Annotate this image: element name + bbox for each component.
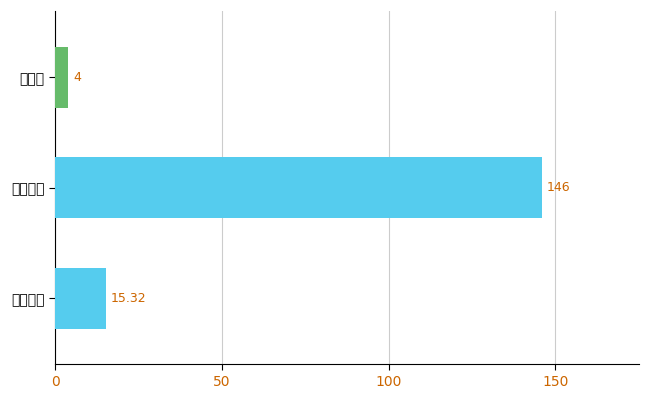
Text: 146: 146 xyxy=(547,181,571,194)
Bar xyxy=(55,268,106,328)
Text: 15.32: 15.32 xyxy=(111,292,147,305)
Bar xyxy=(55,158,542,218)
Bar xyxy=(55,47,68,108)
Text: 4: 4 xyxy=(73,71,81,84)
